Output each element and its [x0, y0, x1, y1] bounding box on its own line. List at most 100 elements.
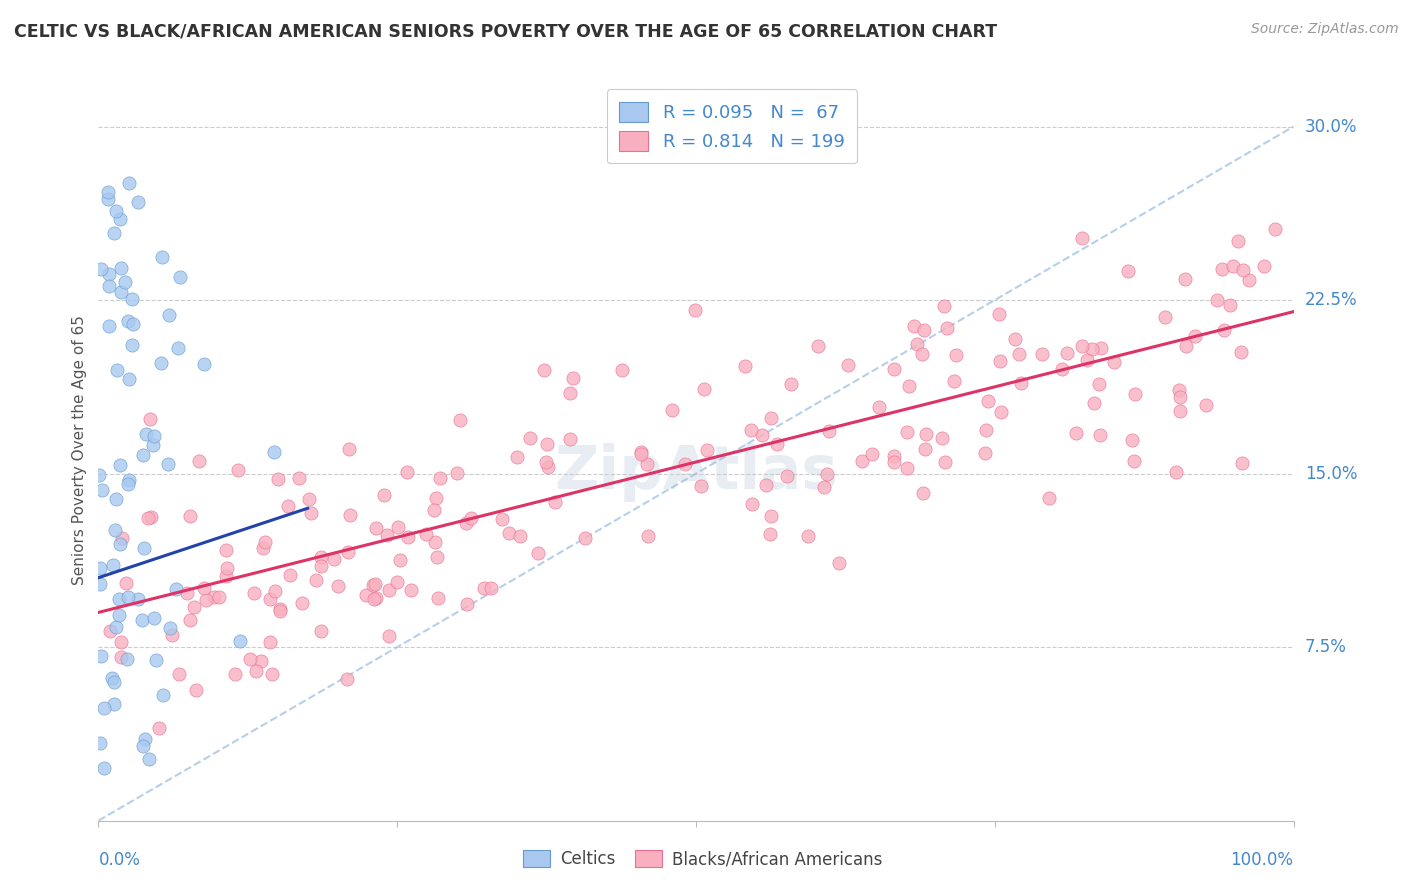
Point: [267, 472, 290, 486]
Point: [93, 701, 115, 715]
Point: [167, 342, 190, 356]
Point: [375, 528, 398, 542]
Point: [132, 448, 155, 462]
Point: [945, 348, 967, 362]
Point: [229, 634, 252, 648]
Point: [934, 300, 956, 314]
Point: [1052, 361, 1074, 376]
Point: [395, 466, 418, 480]
Point: [135, 426, 157, 441]
Point: [827, 556, 849, 570]
Point: [118, 176, 141, 190]
Point: [851, 454, 873, 468]
Point: [387, 520, 409, 534]
Point: [96, 185, 118, 199]
Point: [509, 528, 531, 542]
Point: [426, 550, 449, 565]
Point: [973, 446, 995, 460]
Point: [1123, 387, 1146, 401]
Point: [807, 338, 830, 352]
Point: [562, 371, 585, 385]
Point: [145, 653, 167, 667]
Point: [90, 648, 112, 663]
Point: [636, 457, 658, 471]
Point: [110, 635, 132, 649]
Point: [683, 303, 706, 318]
Text: 100.0%: 100.0%: [1230, 851, 1294, 869]
Point: [179, 613, 201, 627]
Point: [612, 362, 634, 376]
Point: [98, 278, 121, 293]
Point: [132, 739, 155, 753]
Point: [245, 664, 267, 678]
Point: [536, 455, 558, 469]
Point: [108, 537, 131, 551]
Point: [498, 525, 520, 540]
Point: [311, 559, 333, 574]
Point: [111, 531, 134, 545]
Point: [987, 307, 1010, 321]
Point: [910, 347, 932, 361]
Point: [1122, 453, 1144, 467]
Point: [1195, 398, 1218, 412]
Point: [780, 377, 803, 392]
Point: [263, 445, 285, 459]
Point: [114, 576, 136, 591]
Text: 0.0%: 0.0%: [98, 851, 141, 869]
Point: [935, 321, 957, 335]
Point: [193, 581, 215, 595]
Point: [291, 596, 314, 610]
Point: [912, 485, 935, 500]
Point: [491, 512, 513, 526]
Point: [323, 552, 346, 566]
Point: [139, 412, 162, 426]
Point: [1232, 263, 1254, 277]
Point: [152, 689, 174, 703]
Point: [558, 386, 581, 401]
Point: [1121, 433, 1143, 447]
Point: [396, 530, 419, 544]
Point: [269, 602, 291, 616]
Point: [143, 611, 166, 625]
Point: [422, 502, 444, 516]
Text: CELTIC VS BLACK/AFRICAN AMERICAN SENIORS POVERTY OVER THE AGE OF 65 CORRELATION : CELTIC VS BLACK/AFRICAN AMERICAN SENIORS…: [14, 22, 997, 40]
Point: [105, 204, 128, 219]
Point: [377, 629, 399, 643]
Point: [105, 492, 128, 507]
Point: [759, 509, 782, 524]
Point: [1222, 259, 1244, 273]
Point: [114, 275, 136, 289]
Point: [373, 488, 395, 502]
Point: [188, 454, 211, 468]
Point: [1071, 339, 1094, 353]
Point: [883, 362, 905, 376]
Point: [148, 721, 170, 735]
Point: [813, 480, 835, 494]
Point: [1184, 328, 1206, 343]
Point: [141, 510, 163, 524]
Point: [1090, 342, 1112, 356]
Point: [755, 478, 778, 492]
Point: [734, 359, 756, 374]
Point: [176, 586, 198, 600]
Point: [903, 318, 925, 333]
Point: [97, 267, 120, 281]
Point: [751, 428, 773, 442]
Point: [837, 358, 859, 372]
Point: [388, 553, 411, 567]
Point: [309, 624, 332, 638]
Point: [460, 511, 482, 525]
Point: [108, 607, 131, 622]
Point: [117, 591, 139, 605]
Point: [741, 497, 763, 511]
Point: [1166, 466, 1188, 480]
Point: [195, 593, 218, 607]
Point: [134, 731, 156, 746]
Point: [690, 478, 713, 492]
Text: 15.0%: 15.0%: [1305, 465, 1357, 483]
Point: [446, 466, 468, 480]
Point: [90, 262, 112, 277]
Point: [134, 541, 156, 555]
Point: [1064, 425, 1087, 440]
Point: [305, 573, 328, 587]
